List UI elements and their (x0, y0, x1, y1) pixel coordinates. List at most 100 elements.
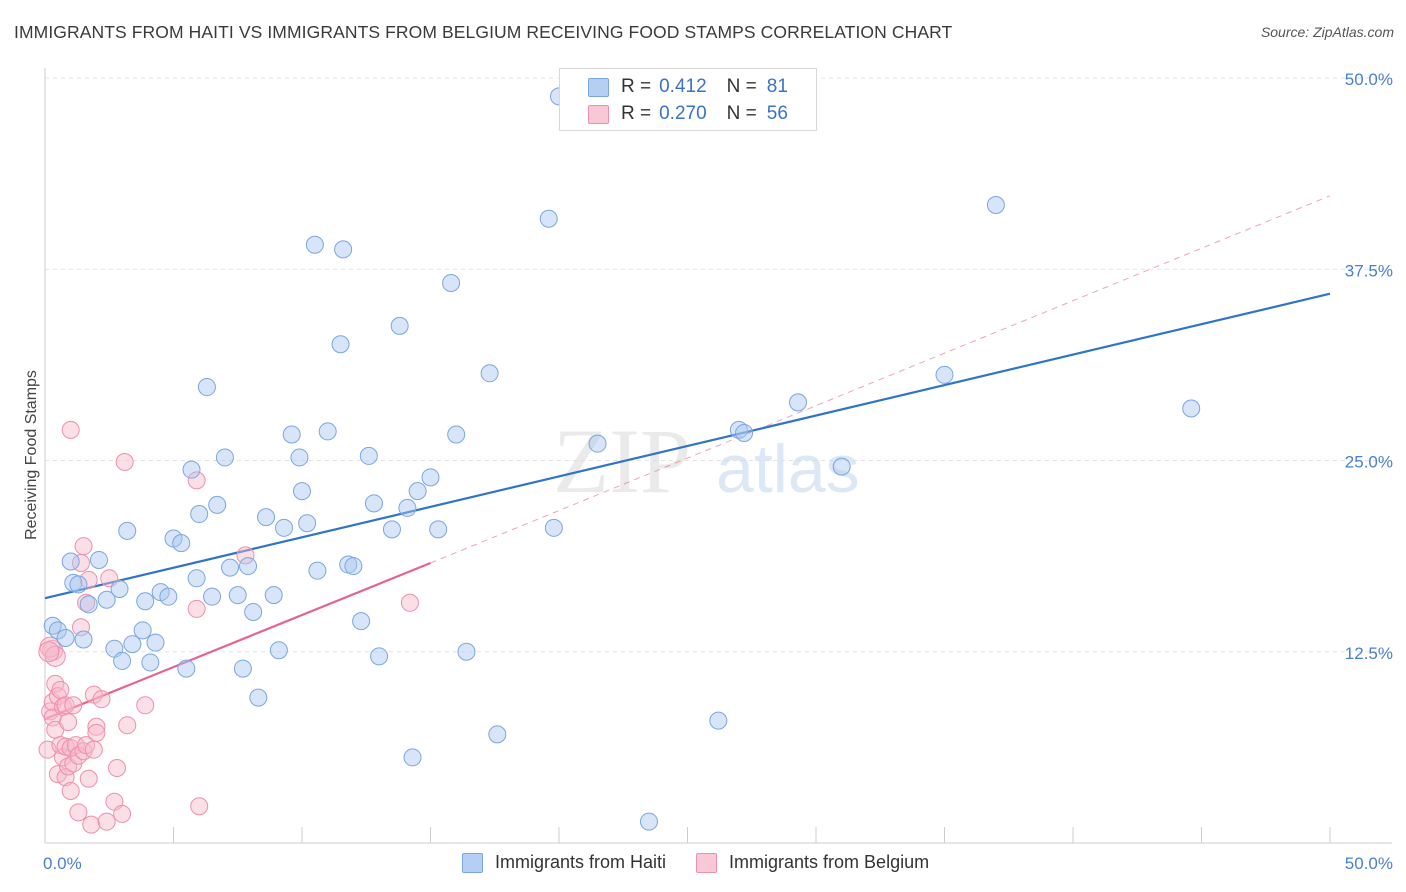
watermark-atlas: atlas (716, 431, 860, 507)
belgium-point (53, 748, 72, 767)
haiti-point (146, 633, 165, 652)
haiti-point (249, 688, 268, 707)
haiti-point (442, 274, 461, 293)
haiti-point (293, 482, 311, 501)
haiti-point (110, 580, 129, 599)
belgium-point (87, 723, 106, 742)
belgium-point (92, 690, 111, 709)
haiti-point (123, 635, 142, 654)
haiti-point (359, 446, 378, 465)
haiti-point (159, 587, 178, 606)
haiti-point (190, 505, 209, 524)
haiti-point (308, 561, 327, 580)
belgium-point (79, 769, 98, 788)
haiti-point (544, 518, 563, 537)
haiti-point (48, 621, 67, 640)
belgium-point (113, 804, 132, 823)
gridlines (45, 77, 1392, 653)
tick-labels: 12.5% 25.0% 37.5% 50.0% 0.0% 50.0% (43, 70, 1393, 873)
haiti-point (89, 550, 108, 569)
belgium-point (51, 681, 70, 699)
haiti-legend-label: Immigrants from Haiti (495, 852, 667, 872)
belgium-point (59, 713, 78, 732)
belgium-point (61, 781, 80, 800)
belgium-point (82, 815, 101, 834)
haiti-point (208, 495, 227, 514)
haiti-swatch (588, 77, 609, 97)
belgium-point (61, 420, 80, 439)
haiti-point (447, 425, 466, 444)
legend-row-belgium: R = 0.270 N = 56 (560, 101, 788, 127)
y-axis-label: Receiving Food Stamps (23, 370, 40, 540)
haiti-point (133, 621, 152, 640)
belgium-point (118, 716, 137, 735)
belgium-legend-swatch (696, 852, 718, 873)
haiti-point (408, 482, 427, 501)
belgium-point (236, 546, 255, 565)
haiti-point (118, 521, 137, 540)
haiti-point (97, 590, 116, 609)
legend-n-value: 56 (766, 103, 788, 124)
legend-r-label: R = (621, 76, 652, 97)
haiti-point (832, 457, 851, 476)
trend-lines (44, 195, 1331, 721)
haiti-point (257, 508, 276, 527)
belgium-point (187, 599, 206, 618)
haiti-point (735, 423, 754, 442)
belgium-point (69, 803, 88, 822)
haiti-point (390, 316, 409, 335)
legend-r-value: 0.412 (659, 76, 707, 97)
x-tick-label-min: 0.0% (43, 854, 82, 873)
haiti-point (215, 448, 234, 467)
haiti-point (203, 587, 222, 606)
belgium-swatch (588, 104, 609, 124)
haiti-point (290, 448, 309, 467)
belgium-point (38, 641, 60, 663)
haiti-point (334, 240, 353, 259)
haiti-point (729, 420, 748, 439)
haiti-point (182, 460, 201, 479)
legend-n-label: N = (726, 103, 757, 124)
haiti-point (228, 586, 247, 605)
belgium-point (400, 593, 419, 612)
haiti-point (488, 725, 507, 744)
belgium-point (64, 696, 83, 715)
haiti-point (403, 748, 422, 767)
belgium-point (97, 812, 116, 831)
belgium-point (74, 537, 93, 556)
haiti-point (61, 552, 80, 571)
haiti-point (113, 651, 132, 670)
belgium-point (136, 696, 155, 715)
haiti-point (69, 575, 88, 594)
points-belgium (38, 420, 419, 834)
belgium-point (84, 740, 103, 759)
haiti-point (639, 812, 658, 831)
haiti-point (221, 558, 240, 577)
watermark: ZIP atlas (553, 410, 860, 512)
haiti-point (244, 602, 263, 621)
haiti-point (264, 586, 283, 605)
haiti-point (398, 498, 417, 517)
x-tick-label-max: 50.0% (1345, 854, 1393, 873)
belgium-point (115, 453, 134, 472)
haiti-point (269, 641, 288, 660)
haiti-point (177, 659, 196, 678)
haiti-point (136, 592, 155, 611)
haiti-point (382, 520, 401, 539)
haiti-point (79, 595, 98, 614)
haiti-point (74, 630, 93, 649)
legend-row-haiti: R = 0.412 N = 81 (560, 74, 788, 100)
legend-n-value: 81 (766, 76, 788, 97)
haiti-point (318, 422, 337, 441)
belgium-point (56, 768, 75, 787)
haiti-point (789, 393, 808, 412)
haiti-point (986, 195, 1005, 214)
legend-r-value: 0.270 (659, 103, 707, 124)
source-label: Source: ZipAtlas.com (1260, 24, 1394, 40)
belgium-point (187, 471, 206, 490)
haiti-point (172, 534, 191, 553)
haiti-point (141, 653, 160, 672)
haiti-point (457, 642, 476, 661)
haiti-point (480, 364, 499, 383)
